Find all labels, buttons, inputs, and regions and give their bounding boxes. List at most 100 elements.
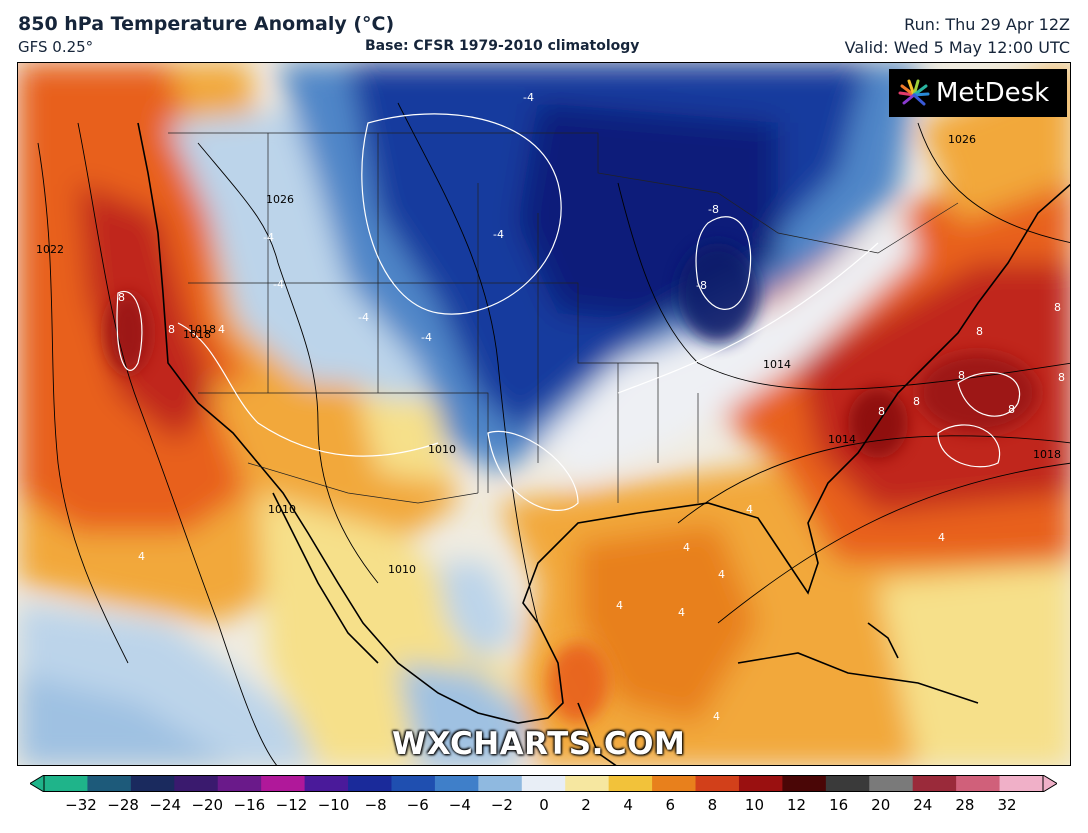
colorbar-segment (478, 775, 523, 792)
colorbar-segment (956, 775, 1001, 792)
colorbar-tick-label: 8 (707, 796, 718, 814)
warm-anomaly-label: 4 (138, 550, 145, 563)
colorbar-tick-label: 32 (997, 796, 1017, 814)
colorbar-segment (44, 775, 89, 792)
political-borders (168, 132, 959, 504)
isobar-label: 1026 (948, 133, 976, 146)
warm-anomaly-label: 4 (616, 599, 623, 612)
colorbar-tick-label: −32 (65, 796, 97, 814)
anomaly-map[interactable]: 1022 1026 1018 1010 1010 1014 1014 1018 1010 1018… (17, 62, 1071, 766)
colorbar-tick-label: 20 (871, 796, 891, 814)
warm-anomaly-label: 8 (168, 323, 175, 336)
model-label: GFS 0.25° (18, 38, 94, 56)
colorbar-tick-label: 0 (539, 796, 549, 814)
cold-anomaly-label: -4 (263, 231, 274, 244)
logo-text: MetDesk (936, 78, 1050, 108)
isobar-label: 1022 (36, 243, 64, 256)
colorbar-tick-label: −16 (233, 796, 266, 814)
isobar-label: 1026 (266, 193, 294, 206)
colorbar-segment (130, 775, 175, 792)
contour-labels: 1022 1026 1018 1010 1010 1014 1014 1018 1010 1018… (36, 91, 1065, 723)
climatology-base-label: Base: CFSR 1979-2010 climatology (365, 38, 640, 54)
isobar-label: 1014 (763, 358, 791, 371)
colorbar-segment (87, 775, 132, 792)
valid-time-label: Valid: Wed 5 May 12:00 UTC (844, 38, 1070, 57)
isobar-label: 1018 (183, 328, 211, 341)
isobar-label: 1018 (1033, 448, 1061, 461)
warm-anomaly-label: 4 (713, 710, 720, 723)
warm-anomaly-label: 8 (1008, 403, 1015, 416)
colorbar-segment (174, 775, 219, 792)
colorbar-segment (391, 775, 436, 792)
warm-anomaly-label: 4 (678, 606, 685, 619)
colorbar-segment (738, 775, 783, 792)
isobar-label: 1010 (388, 563, 416, 576)
warm-anomaly-label: 8 (976, 325, 983, 338)
cold-anomaly-label: -4 (523, 91, 534, 104)
colorbar-tick-label: −8 (364, 796, 387, 814)
colorbar-segment (652, 775, 697, 792)
colorbar-segment (825, 775, 870, 792)
wxcharts-watermark: WXCHARTS.COM (392, 726, 686, 762)
metdesk-logo: MetDesk (889, 69, 1067, 117)
colorbar-tick-label: 24 (913, 796, 933, 814)
metdesk-burst-icon (898, 79, 930, 106)
colorbar-tick-label: −20 (191, 796, 224, 814)
warm-anomaly-label: 8 (878, 405, 885, 418)
coastlines (137, 122, 1070, 765)
colorbar-tick-label: −4 (448, 796, 471, 814)
isobar-label: 1018 (188, 323, 216, 336)
colorbar-tick-label: 4 (623, 796, 633, 814)
warm-anomaly-label: 8 (1054, 301, 1061, 314)
colorbar-tick-label: −6 (406, 796, 429, 814)
colorbar-tick-label: 28 (955, 796, 975, 814)
colorbar-tick-label: 6 (665, 796, 676, 814)
warm-anomaly-label: 4 (938, 531, 945, 544)
colorbar-min-arrow (30, 775, 45, 792)
isobar-label: 1010 (268, 503, 296, 516)
colorbar-segment (434, 775, 479, 792)
colorbar-segment (695, 775, 740, 792)
colorbar-tick-label: −2 (490, 796, 513, 814)
isobar-label: 1014 (828, 433, 856, 446)
colorbar-segment (999, 775, 1044, 792)
colorbar-segment (869, 775, 914, 792)
colorbar-tick-label: 10 (744, 796, 764, 814)
colorbar-segment (348, 775, 393, 792)
colorbar-tick-label: −12 (275, 796, 308, 814)
colorbar-segment (782, 775, 827, 792)
colorbar-segment (608, 775, 653, 792)
colorbar-segment (261, 775, 306, 792)
colorbar-tick-labels: −32 −28 −24 −20 −16 −12 −10 −8 −6 −4 −2 0 2 4 6 8 10 12 16… (0, 796, 1088, 818)
cold-anomaly-label: -4 (273, 278, 284, 291)
colorbar-segment (565, 775, 610, 792)
colorbar-tick-label: −28 (107, 796, 139, 814)
cold-anomaly-label: -4 (421, 331, 432, 344)
cold-anomaly-label: -4 (493, 228, 504, 241)
warm-anomaly-label: 4 (718, 568, 725, 581)
warm-anomaly-label: 4 (683, 541, 690, 554)
cold-anomaly-label: -8 (708, 203, 719, 216)
colorbar-max-arrow (1042, 775, 1057, 792)
anomaly-contours (116, 113, 1021, 511)
colorbar-tick-label: 16 (829, 796, 849, 814)
colorbar-border (43, 775, 1044, 792)
colorbar-tick-label: 12 (786, 796, 807, 814)
cold-anomaly-label: -8 (696, 279, 707, 292)
map-canvas: 1022 1026 1018 1010 1010 1014 1014 1018 1010 1018… (18, 63, 1070, 765)
warm-anomaly-label: 8 (1058, 371, 1065, 384)
warm-anomaly-label: 8 (913, 395, 920, 408)
warm-anomaly-label: 4 (746, 503, 753, 516)
colorbar-segment (217, 775, 262, 792)
isobars (37, 102, 1070, 765)
warm-anomaly-label: 4 (218, 323, 225, 336)
run-time-label: Run: Thu 29 Apr 12Z (904, 15, 1070, 34)
colorbar-segment (304, 775, 349, 792)
cold-anomaly-label: -4 (358, 311, 369, 324)
colorbar-segment (912, 775, 957, 792)
isobar-label: 1010 (428, 443, 456, 456)
anomaly-fill (18, 63, 1070, 765)
map-title: 850 hPa Temperature Anomaly (°C) (18, 13, 395, 35)
colorbar-tick-label: −24 (149, 796, 181, 814)
colorbar-tick-label: −10 (317, 796, 350, 814)
